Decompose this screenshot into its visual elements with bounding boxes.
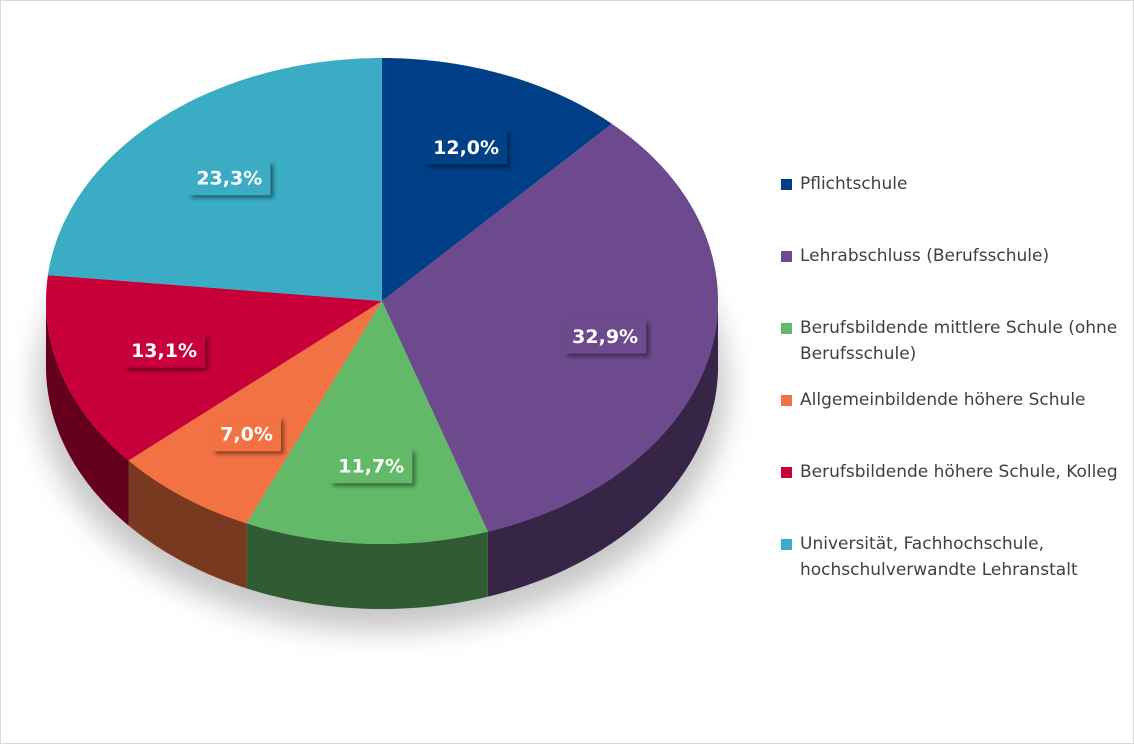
legend-item: Universität, Fachhochschule, hochschulve… — [781, 531, 1126, 583]
data-label-text: 11,7% — [338, 456, 404, 478]
slice — [128, 301, 382, 524]
legend-label: Allgemeinbildende höhere Schule — [800, 390, 1086, 410]
legend-item: Lehrabschluss (Berufsschule) — [781, 243, 1126, 269]
slice — [246, 301, 488, 544]
legend-label: Lehrabschluss (Berufsschule) — [800, 246, 1050, 266]
data-label: 11,7% — [330, 449, 413, 484]
data-label-text: 7,0% — [220, 424, 273, 446]
legend-swatch — [781, 395, 792, 406]
legend-swatch — [781, 467, 792, 478]
legend-swatch — [781, 251, 792, 262]
legend-item: Berufsbildende höhere Schule, Kolleg — [781, 459, 1126, 485]
legend-swatch — [781, 179, 792, 190]
data-label-box — [330, 449, 413, 484]
legend-swatch — [781, 539, 792, 550]
data-label: 23,3% — [188, 161, 271, 196]
legend-label: Berufsbildende höhere Schule, Kolleg — [800, 462, 1118, 482]
data-label-box — [212, 417, 281, 452]
data-label-text: 12,0% — [433, 137, 499, 159]
data-label: 32,9% — [564, 319, 647, 354]
legend-swatch — [781, 323, 792, 334]
legend-label: Pflichtschule — [800, 174, 908, 194]
legend-item: Allgemeinbildende höhere Schule — [781, 387, 1126, 413]
data-label-text: 23,3% — [196, 168, 262, 190]
data-label-text: 32,9% — [572, 326, 638, 348]
data-label-box — [188, 161, 271, 196]
slice — [46, 275, 382, 461]
slice-side-shade — [487, 301, 718, 597]
data-label-text: 13,1% — [131, 340, 197, 362]
slice-side-shade — [46, 301, 129, 526]
legend-label: Universität, Fachhochschule, hochschulve… — [800, 534, 1078, 580]
slice-side-shade — [246, 523, 488, 609]
data-label: 12,0% — [425, 130, 508, 165]
data-label-box — [564, 319, 647, 354]
slice — [382, 123, 718, 532]
slice-side-shade — [128, 460, 247, 589]
legend-item: Berufsbildende mittlere Schule (ohne Ber… — [781, 315, 1126, 367]
legend-item: Pflichtschule — [781, 171, 1126, 197]
data-label: 13,1% — [123, 333, 206, 368]
legend-label: Berufsbildende mittlere Schule (ohne Ber… — [800, 318, 1118, 364]
data-label-box — [123, 333, 206, 368]
slice — [382, 58, 613, 301]
data-label: 7,0% — [212, 417, 281, 452]
data-label-box — [425, 130, 508, 165]
